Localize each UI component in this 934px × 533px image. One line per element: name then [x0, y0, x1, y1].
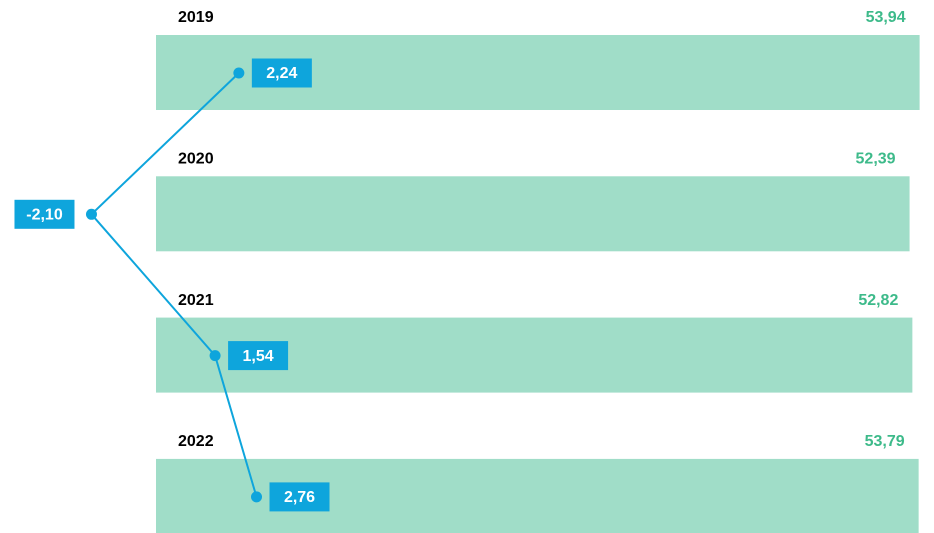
line-value-label: 1,54	[243, 348, 274, 365]
bar-value-label: 53,94	[866, 9, 906, 26]
line	[90, 72, 258, 498]
line-point	[85, 208, 97, 220]
line-point	[209, 350, 221, 362]
value-box	[251, 58, 312, 88]
bar-value-label: 52,82	[858, 292, 898, 309]
year-label: 2021	[178, 292, 214, 309]
bar-value-label: 52,39	[856, 151, 896, 168]
value-box	[14, 199, 75, 229]
year-label: 2022	[178, 433, 214, 450]
value-box	[228, 341, 289, 371]
line-point	[233, 67, 245, 79]
line-value-label: 2,76	[284, 489, 315, 506]
value-box	[269, 482, 330, 512]
line-value-label: -2,10	[26, 207, 63, 224]
year-label: 2019	[178, 9, 214, 26]
bar	[156, 176, 910, 252]
line-value-label: 2,24	[266, 65, 297, 82]
line-point	[251, 491, 263, 503]
bar-value-label: 53,79	[865, 433, 905, 450]
year-label: 2020	[178, 151, 214, 168]
